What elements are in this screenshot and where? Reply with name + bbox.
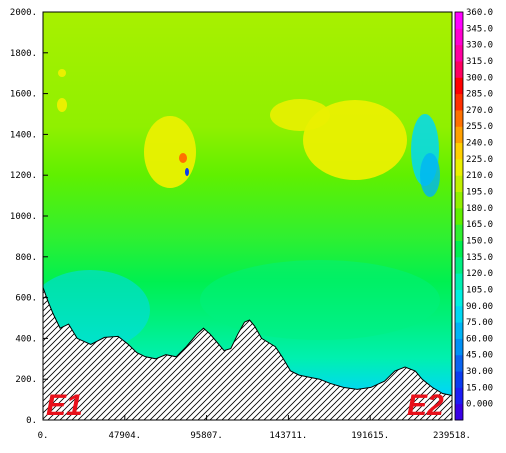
- colorbar-label: 315.0: [466, 57, 493, 67]
- annotation-e2: E2: [407, 389, 444, 422]
- colorbar-swatch: [455, 256, 463, 274]
- colorbar-swatch: [455, 158, 463, 176]
- colorbar-label: 360.0: [466, 8, 493, 18]
- colorbar-swatch: [455, 403, 463, 421]
- y-tick-label: 1000.: [10, 212, 37, 222]
- colorbar-swatch: [455, 142, 463, 160]
- colorbar-swatch: [455, 322, 463, 339]
- terrain: [43, 287, 452, 420]
- y-tick-label: 1600.: [10, 90, 37, 100]
- colorbar-label: 165.0: [466, 220, 493, 230]
- y-axis: 0. 200. 400. 600. 800. 1000. 1200. 1400. 1600. 18…: [10, 8, 48, 426]
- plot-field: [43, 12, 452, 420]
- colorbar-label: 135.0: [466, 253, 493, 263]
- colorbar-label: 285.0: [466, 90, 493, 100]
- colorbar-label: 180.0: [466, 204, 493, 214]
- colorbar-label: 345.0: [466, 24, 493, 34]
- colorbar-label: 150.0: [466, 237, 493, 247]
- y-tick-label: 1400.: [10, 130, 37, 140]
- colorbar-swatch: [455, 60, 463, 78]
- colorbar-swatch: [455, 12, 463, 29]
- colorbar: 0.000 15.00 30.00 45.00 60.00 75.00 90.00 105.0…: [454, 8, 493, 421]
- colorbar-swatch: [455, 126, 463, 144]
- colorbar-swatch: [455, 191, 463, 209]
- x-axis: 0. 47904. 95807. 143711. 191615. 239518.: [38, 415, 471, 441]
- colorbar-swatch: [455, 273, 463, 290]
- colorbar-label: 90.00: [466, 302, 493, 312]
- field-blob: [303, 100, 407, 180]
- x-tick-label: 191615.: [351, 431, 389, 441]
- colorbar-label: 225.0: [466, 155, 493, 165]
- y-tick-label: 400.: [15, 334, 37, 344]
- colorbar-label: 60.00: [466, 334, 493, 344]
- field-blob: [420, 153, 440, 197]
- colorbar-swatch: [455, 207, 463, 225]
- colorbar-label: 0.000: [466, 400, 493, 410]
- x-tick-label: 47904.: [109, 431, 142, 441]
- colorbar-label: 195.0: [466, 188, 493, 198]
- colorbar-swatch: [455, 109, 463, 127]
- colorbar-swatch: [455, 240, 463, 258]
- colorbar-swatch: [455, 354, 463, 372]
- x-tick-label: 95807.: [190, 431, 223, 441]
- y-tick-label: 1200.: [10, 171, 37, 181]
- y-tick-label: 200.: [15, 375, 37, 385]
- x-tick-label: 239518.: [433, 431, 471, 441]
- y-tick-label: 1800.: [10, 49, 37, 59]
- field-blob: [144, 116, 196, 188]
- colorbar-label: 75.00: [466, 318, 493, 328]
- field-blob: [270, 99, 330, 131]
- colorbar-swatch: [455, 338, 463, 356]
- colorbar-label: 270.0: [466, 106, 493, 116]
- colorbar-swatch: [455, 175, 463, 193]
- colorbar-swatch: [455, 371, 463, 388]
- y-tick-label: 0.: [26, 416, 37, 426]
- colorbar-swatch: [455, 387, 463, 405]
- field-blob: [179, 153, 187, 163]
- colorbar-label: 300.0: [466, 73, 493, 83]
- colorbar-swatch: [455, 289, 463, 307]
- colorbar-frame: [454, 11, 464, 421]
- field-blob: [200, 260, 440, 340]
- colorbar-swatch: [455, 28, 463, 46]
- colorbar-label: 15.00: [466, 383, 493, 393]
- colorbar-swatch: [455, 305, 463, 323]
- colorbar-label: 45.00: [466, 351, 493, 361]
- colorbar-label: 30.00: [466, 367, 493, 377]
- y-tick-label: 800.: [15, 253, 37, 263]
- field-blob: [57, 98, 67, 112]
- field-blob: [185, 168, 189, 176]
- colorbar-label: 240.0: [466, 139, 493, 149]
- annotation-e1: E1: [46, 389, 83, 422]
- colorbar-swatch: [455, 77, 463, 95]
- x-tick-label: 143711.: [269, 431, 307, 441]
- y-tick-label: 2000.: [10, 8, 37, 18]
- field-blob: [58, 69, 66, 77]
- colorbar-swatch: [455, 93, 463, 111]
- colorbar-label: 120.0: [466, 269, 493, 279]
- colorbar-swatch: [455, 224, 463, 241]
- colorbar-swatch: [455, 44, 463, 62]
- colorbar-label: 105.0: [466, 285, 493, 295]
- colorbar-label: 330.0: [466, 41, 493, 51]
- field-blobs: [43, 69, 440, 351]
- colorbar-label: 210.0: [466, 171, 493, 181]
- colorbar-label: 255.0: [466, 122, 493, 132]
- x-tick-label: 0.: [38, 431, 49, 441]
- y-tick-label: 600.: [15, 294, 37, 304]
